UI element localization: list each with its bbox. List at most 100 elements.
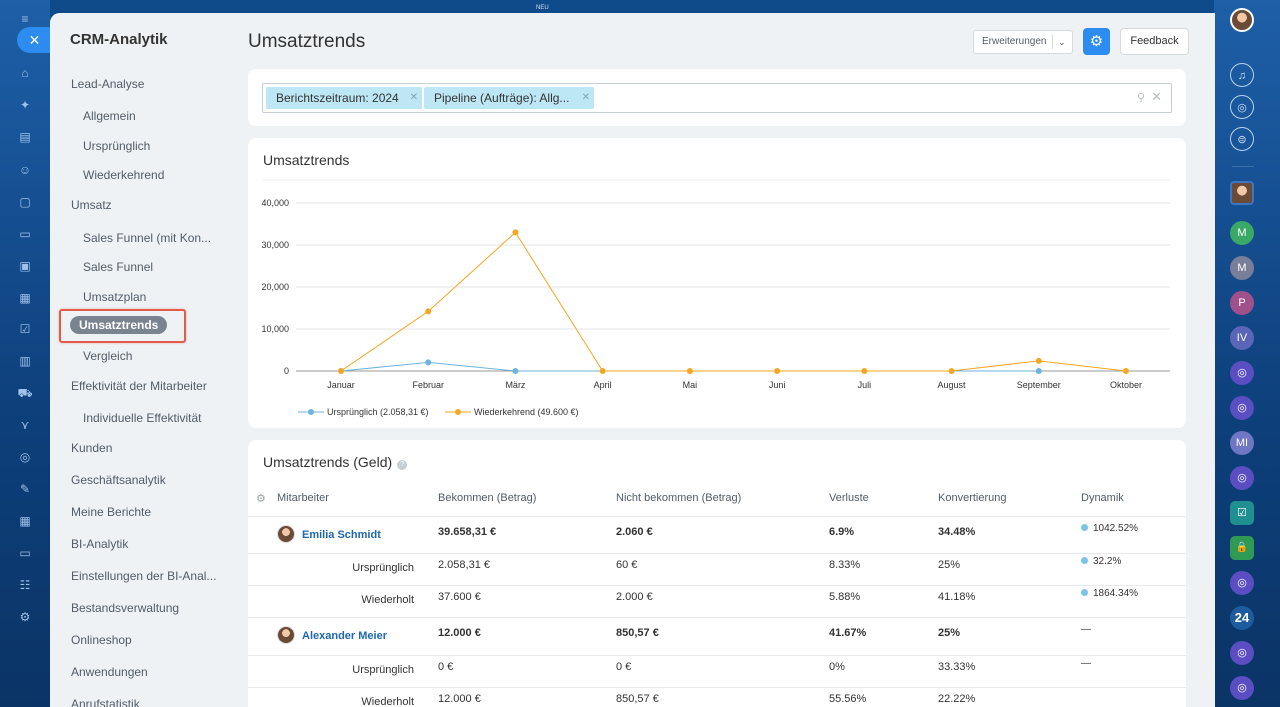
column-header[interactable]: Nicht bekommen (Betrag) <box>616 492 742 504</box>
employee-name-link[interactable]: Emilia Schmidt <box>302 529 381 541</box>
x-tick-label: August <box>938 380 967 390</box>
openline-icon[interactable]: ◎ <box>1230 396 1254 420</box>
monitor-icon[interactable]: ▣ <box>19 259 31 273</box>
data-point <box>948 368 955 374</box>
sidebar-item-kunden[interactable]: Kunden <box>71 441 113 455</box>
user-iv-icon[interactable]: IV <box>1230 326 1254 350</box>
user-mi-icon[interactable]: MI <box>1230 431 1254 455</box>
sidebar-item-bi-analytik[interactable]: BI-Analytik <box>71 537 129 551</box>
settings-button[interactable]: ⚙ <box>1083 28 1110 55</box>
sidebar-item-onlineshop[interactable]: Onlineshop <box>71 633 132 647</box>
sidebar-item-anwendungen[interactable]: Anwendungen <box>71 665 148 679</box>
employee-name-link[interactable]: Alexander Meier <box>302 630 387 642</box>
y-tick-label: 10,000 <box>261 324 289 334</box>
data-point <box>425 308 432 315</box>
user-m-icon[interactable]: M <box>1230 221 1254 245</box>
filter-bar[interactable]: Berichtszeitraum: 2024 ✕ Pipeline (Auftr… <box>262 83 1172 113</box>
filter-chip-pipeline[interactable]: Pipeline (Aufträge): Allg... ✕ <box>424 87 594 109</box>
search-chat-icon[interactable]: ⊜ <box>1230 127 1254 151</box>
close-slider-button[interactable]: ✕ <box>17 27 50 53</box>
trend-dot-icon <box>1081 524 1088 531</box>
openline-icon[interactable]: ◎ <box>1230 676 1254 700</box>
chip-remove-icon[interactable]: ✕ <box>581 92 590 103</box>
search-icon[interactable]: ⚲ <box>1136 92 1145 104</box>
openline-icon[interactable]: ◎ <box>1230 641 1254 665</box>
column-header[interactable]: Mitarbeiter <box>277 492 329 504</box>
chip-remove-icon[interactable]: ✕ <box>409 92 418 103</box>
trend-dot-icon <box>1081 557 1088 564</box>
analytics-icon[interactable]: ▥ <box>19 354 31 368</box>
building-icon[interactable]: ▦ <box>19 514 31 528</box>
user-m-icon[interactable]: M <box>1230 256 1254 280</box>
sidebar-item-umsatz[interactable]: Umsatz <box>71 198 112 212</box>
feedback-button[interactable]: Feedback <box>1120 28 1189 55</box>
table-settings-icon[interactable]: ⚙ <box>256 493 266 505</box>
document-icon[interactable]: ▤ <box>19 130 31 144</box>
sidebar-item-umsatzplan[interactable]: Umsatzplan <box>83 290 147 304</box>
openline-icon[interactable]: ◎ <box>1230 466 1254 490</box>
user-p-icon[interactable]: P <box>1230 291 1254 315</box>
sidebar-item-sales-funnel[interactable]: Sales Funnel <box>83 260 154 274</box>
sidebar-item-individuelle-effektivität[interactable]: Individuelle Effektivität <box>83 411 202 425</box>
trend-dot-icon <box>1081 589 1088 596</box>
extensions-dropdown[interactable]: Erweiterungen ⌄ <box>973 30 1073 54</box>
pen-icon[interactable]: ✎ <box>19 482 31 496</box>
sidebar-item-lead-analyse[interactable]: Lead-Analyse <box>71 77 145 91</box>
calendar-icon[interactable]: ▦ <box>19 291 31 305</box>
chat-icon[interactable]: ▭ <box>19 546 31 560</box>
bitrix24-icon[interactable]: 24 <box>1230 606 1254 630</box>
openline-icon[interactable]: ◎ <box>1230 361 1254 385</box>
sidebar-item-effektivität-der-mitarbeiter[interactable]: Effektivität der Mitarbeiter <box>71 379 207 393</box>
lock-icon[interactable]: 🔒 <box>1230 536 1254 560</box>
series-line <box>340 231 1127 372</box>
sidebar-item-umsatztrends[interactable]: Umsatztrends <box>70 316 168 334</box>
data-point <box>1123 368 1129 374</box>
avatar[interactable] <box>1230 181 1254 205</box>
help-icon[interactable]: ? <box>397 460 408 470</box>
sidebar-item-meine-berichte[interactable]: Meine Berichte <box>71 505 152 519</box>
sidebar-item-allgemein[interactable]: Allgemein <box>83 109 136 123</box>
y-tick-label: 20,000 <box>261 282 289 292</box>
page-title: Umsatztrends <box>248 31 366 52</box>
sidebar-item-ursprünglich[interactable]: Ursprünglich <box>83 139 151 153</box>
sidebar-item-einstellungen-der-bi-anal[interactable]: Einstellungen der BI-Anal... <box>71 569 217 583</box>
bell-icon[interactable]: ♫ <box>1230 63 1254 87</box>
column-header[interactable]: Dynamik <box>1081 492 1124 504</box>
sidebar-item-wiederkehrend[interactable]: Wiederkehrend <box>83 168 165 182</box>
card-icon[interactable]: ▭ <box>19 227 31 241</box>
x-tick-label: Januar <box>327 380 355 390</box>
sidebar-item-vergleich[interactable]: Vergleich <box>83 349 133 363</box>
row-sublabel: Ursprünglich <box>352 664 414 676</box>
contacts-icon[interactable]: ☺ <box>18 163 32 177</box>
column-header[interactable]: Verluste <box>829 492 869 504</box>
cart-icon[interactable]: ⛟ <box>17 386 33 400</box>
checkbox-icon[interactable]: ☑ <box>19 322 31 336</box>
column-header[interactable]: Bekommen (Betrag) <box>438 492 537 504</box>
puzzle-icon[interactable]: ✦ <box>19 98 31 112</box>
column-header[interactable]: Konvertierung <box>938 492 1007 504</box>
sidebar-item-sales-funnel-mit-kon[interactable]: Sales Funnel (mit Kon... <box>83 231 212 245</box>
home-icon[interactable]: ⌂ <box>21 66 29 80</box>
task-icon[interactable]: ☑ <box>1230 501 1254 525</box>
funnel-icon[interactable]: ⋎ <box>20 418 30 432</box>
data-point <box>512 368 519 374</box>
channel-icon[interactable]: ◎ <box>1230 95 1254 119</box>
filter-chip-period[interactable]: Berichtszeitraum: 2024 ✕ <box>266 87 422 109</box>
sidebar-item-geschäftsanalytik[interactable]: Geschäftsanalytik <box>71 473 166 487</box>
cell-conversion: 25% <box>938 627 961 639</box>
user-avatar[interactable] <box>1230 8 1254 32</box>
row-divider <box>248 553 1186 554</box>
sidebar-item-anrufstatistik[interactable]: Anrufstatistik <box>71 697 140 707</box>
file-icon[interactable]: ▢ <box>19 195 31 209</box>
team-icon[interactable]: ☷ <box>19 578 31 592</box>
cell-conversion: 34.48% <box>938 526 976 538</box>
x-tick-label: Mai <box>683 380 698 390</box>
main-content: Umsatztrends Erweiterungen ⌄ ⚙ Feedback … <box>248 13 1198 707</box>
sidebar-item-bestandsverwaltung[interactable]: Bestandsverwaltung <box>71 601 180 615</box>
target-icon[interactable]: ◎ <box>19 450 31 464</box>
settings-icon[interactable]: ⚙ <box>19 610 31 624</box>
openline-icon[interactable]: ◎ <box>1230 571 1254 595</box>
menu-icon[interactable]: ≡ <box>21 12 29 26</box>
data-point <box>425 359 432 366</box>
clear-icon[interactable]: ✕ <box>1151 89 1162 104</box>
